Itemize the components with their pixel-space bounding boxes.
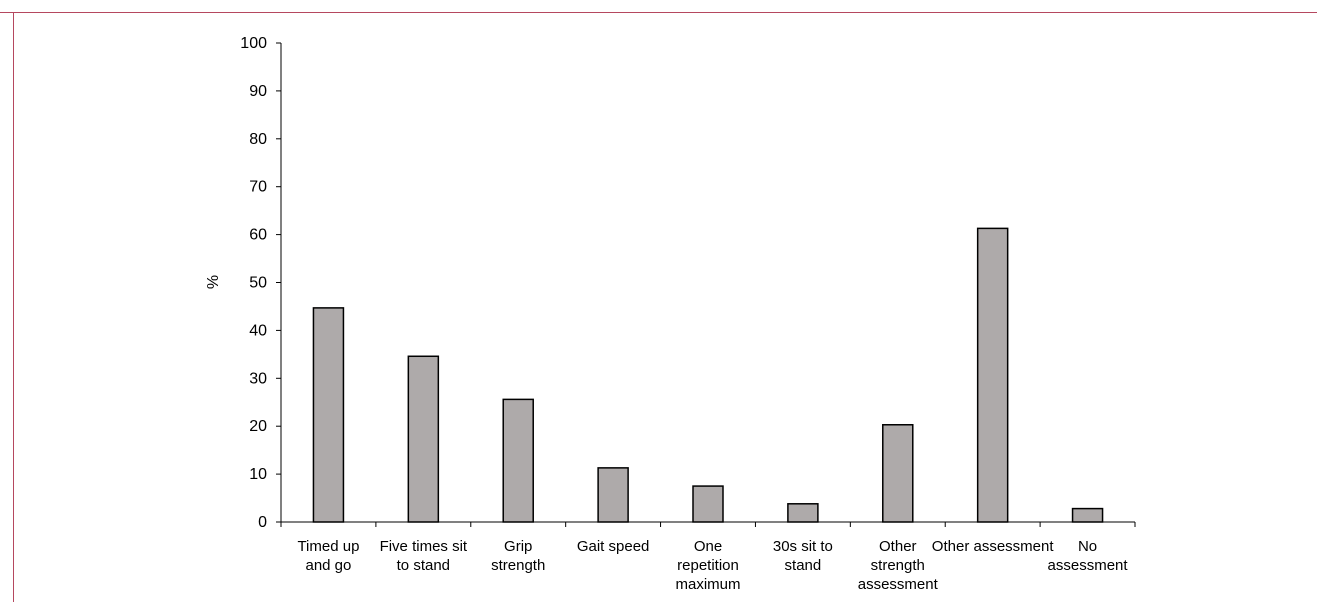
y-tick-label: 0 [258,514,267,531]
x-tick-label: No assessment [1048,538,1129,574]
x-tick-label: One repetition maximum [675,538,740,593]
x-tick-label: Other assessment [932,538,1055,555]
y-axis-label: % [205,275,222,289]
bar [312,307,345,523]
y-tick-label: 30 [249,370,267,387]
bar [787,503,819,523]
y-axis-ticks: 0 10 20 30 40 50 60 70 80 90 100 [240,35,281,531]
y-tick-label: 50 [249,275,267,292]
bar [502,398,534,523]
y-tick-label: 10 [249,466,267,483]
x-tick-label: Five times sit to stand [380,538,468,574]
x-tick-label: Gait speed [577,538,650,555]
x-tick-label: Other strength assessment [858,538,939,593]
bar [692,485,724,523]
y-tick-label: 80 [249,131,267,148]
bar [407,355,440,523]
x-axis-labels: Timed up and go Five times sit to stand Grip… [297,538,1128,593]
y-tick-label: 60 [249,227,267,244]
bars [312,227,1104,523]
x-axis-ticks [280,522,1136,527]
bar [1071,507,1104,523]
y-tick-label: 100 [240,35,267,52]
bar [882,424,914,523]
y-tick-label: 20 [249,418,267,435]
y-tick-label: 40 [249,322,267,339]
y-tick-label: 90 [249,83,267,100]
x-tick-label: Timed up and go [297,538,359,574]
bar [976,227,1009,523]
x-tick-label: Grip strength [491,538,545,574]
bar [597,467,629,523]
x-tick-label: 30s sit to stand [773,538,833,574]
y-tick-label: 70 [249,179,267,196]
